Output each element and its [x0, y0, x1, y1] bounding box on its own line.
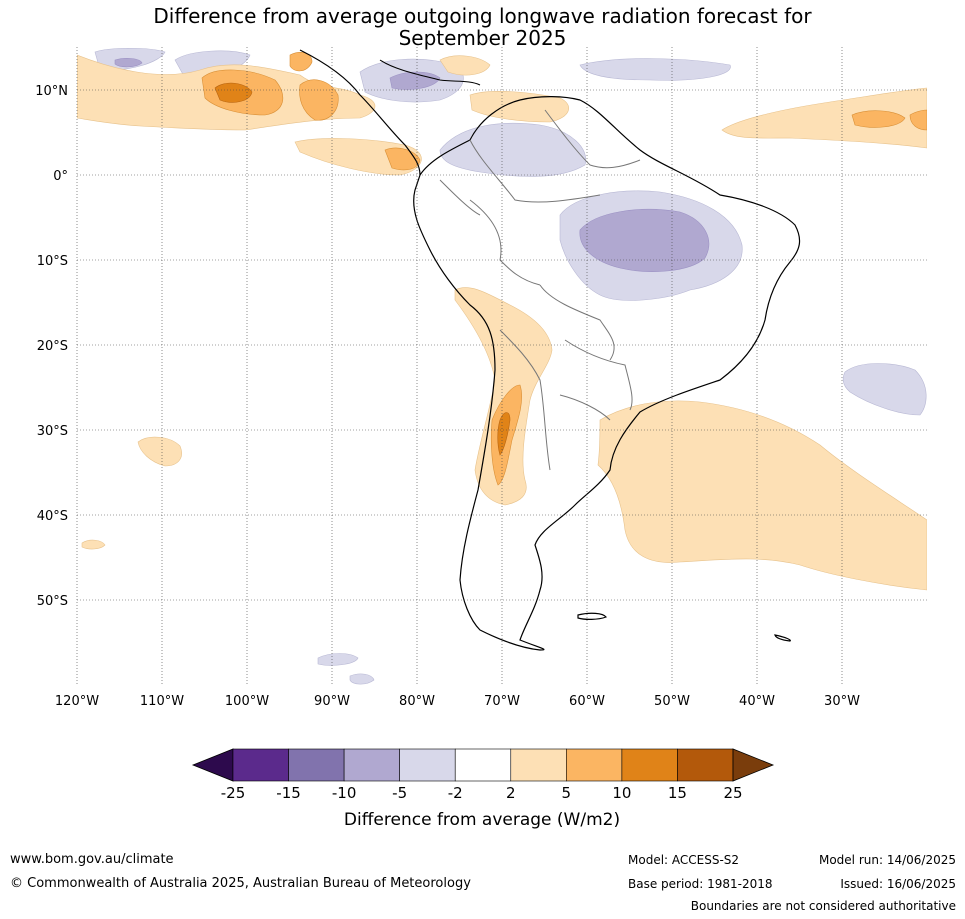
colorbar-segment [677, 748, 734, 782]
website-link[interactable]: www.bom.gov.au/climate [10, 852, 174, 867]
central-america-coast [299, 49, 421, 176]
colorbar-ticks: -25 -15 -10 -5 -2 2 5 10 15 25 [221, 784, 743, 802]
colorbar-tick-label: 25 [723, 784, 742, 802]
pos-anomaly-andes-max [497, 412, 511, 456]
map-title-line2: September 2025 [398, 26, 567, 50]
disclaimer-text: Boundaries are not considered authoritat… [690, 899, 956, 913]
colorbar-extend-high [732, 748, 775, 782]
colorbar-tick-label: 10 [612, 784, 631, 802]
pos-anomaly-atlantic-core [851, 110, 906, 128]
colorbar-label: Difference from average (W/m2) [344, 810, 620, 830]
colorbar-segment [566, 748, 623, 782]
issued-text: Issued: 16/06/2025 [840, 877, 956, 891]
colorbar-tick-label: 15 [668, 784, 687, 802]
pos-anomaly-pacific-small [81, 539, 106, 550]
neg-anomaly-caribbean-core [389, 71, 441, 90]
neg-anomaly-south [317, 653, 359, 666]
pos-anomaly-atlantic-n [721, 87, 927, 149]
falkland-islands [577, 612, 607, 620]
lon-label: 50°W [654, 694, 690, 709]
lon-label: 110°W [140, 694, 184, 709]
anomaly-field [77, 47, 927, 685]
pos-anomaly-pacific-max [214, 82, 253, 103]
neg-anomaly-atlantic-s [842, 363, 927, 416]
colorbar-tick-label: 2 [506, 784, 516, 802]
lon-label: 80°W [399, 694, 435, 709]
colorbar-tick-label: 5 [562, 784, 572, 802]
colorbar-segment [343, 748, 400, 782]
colorbar-tick-label: -5 [392, 784, 407, 802]
colorbar-segment [454, 748, 512, 782]
pos-anomaly-pacific-core2 [299, 79, 339, 121]
colorbar-tick-label: -10 [332, 784, 357, 802]
neg-anomaly-pacific-core [114, 58, 143, 68]
lat-label: 10°S [37, 254, 68, 269]
lat-label: 30°S [37, 424, 68, 439]
lon-label: 100°W [225, 694, 269, 709]
neg-anomaly-atlantic-n [579, 58, 731, 81]
base-period-text: Base period: 1981-2018 [628, 877, 773, 891]
model-text: Model: ACCESS-S2 [628, 853, 740, 867]
caribbean-coast [379, 59, 481, 86]
model-run-text: Model run: 14/06/2025 [818, 853, 956, 867]
colorbar-segment [621, 748, 678, 782]
colorbar-segment [232, 748, 289, 782]
colorbar-tick-label: -25 [221, 784, 246, 802]
colorbar-segment [288, 748, 345, 782]
geography [299, 49, 801, 651]
lon-label: 120°W [55, 694, 99, 709]
neg-anomaly-south2 [349, 673, 375, 685]
lat-label: 0° [53, 169, 68, 184]
lat-label: 10°N [35, 84, 68, 99]
colorbar-extend-low [191, 748, 234, 782]
pos-anomaly-gulf [439, 55, 491, 76]
colorbar-segment [399, 748, 456, 782]
lat-label: 20°S [37, 339, 68, 354]
pos-anomaly-south-atlantic [597, 400, 927, 591]
south-georgia [774, 634, 791, 642]
latitude-labels: 10°N 0° 10°S 20°S 30°S 40°S 50°S [35, 84, 68, 609]
pos-anomaly-atlantic-core2 [909, 109, 927, 131]
lat-label: 40°S [37, 509, 68, 524]
copyright-text: © Commonwealth of Australia 2025, Austra… [10, 876, 471, 891]
pos-anomaly-pacific-top [289, 52, 313, 72]
pos-anomaly-pacific-eq [294, 138, 422, 176]
colorbar-tick-label: -15 [276, 784, 301, 802]
lon-label: 30°W [824, 694, 860, 709]
colorbar-tick-label: -2 [448, 784, 463, 802]
lat-label: 50°S [37, 594, 68, 609]
lon-label: 70°W [484, 694, 520, 709]
neg-anomaly-amazon-core [579, 209, 710, 272]
colorbar [191, 748, 775, 782]
graticule [76, 47, 927, 686]
pos-anomaly-venezuela [469, 91, 569, 123]
lon-label: 60°W [569, 694, 605, 709]
map-title-line1: Difference from average outgoing longwav… [153, 4, 812, 28]
south-america-coast [413, 96, 801, 651]
neg-anomaly-northsa [439, 123, 587, 177]
longitude-labels: 120°W 110°W 100°W 90°W 80°W 70°W 60°W 50… [55, 694, 860, 709]
lon-label: 40°W [739, 694, 775, 709]
colorbar-segment [510, 748, 567, 782]
pos-anomaly-central-pacific [137, 436, 182, 467]
lon-label: 90°W [314, 694, 350, 709]
